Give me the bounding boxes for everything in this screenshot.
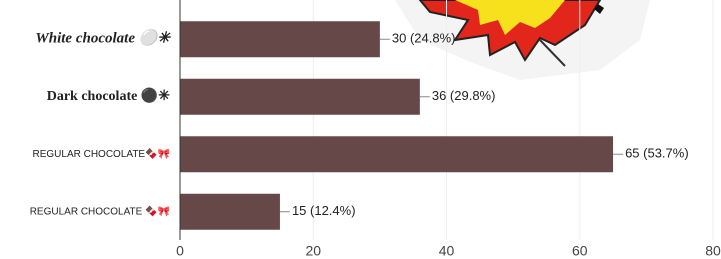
chart: 0 20 40 60 80 White chocolate ⚪✳ 30 (24.8%) Dar… — [0, 0, 721, 259]
value-label: 36 (29.8%) — [432, 88, 496, 103]
bar — [180, 21, 380, 57]
y-tick-label: REGULAR CHOCOLATE 🍫🎀 — [30, 204, 170, 217]
bar — [180, 79, 420, 115]
value-label: 65 (53.7%) — [625, 146, 689, 161]
y-tick-label: REGULAR CHOCOLATE🍫🎀 — [32, 147, 170, 160]
y-tick-label: Dark chocolate ⚫✳ — [47, 87, 171, 104]
bar — [180, 194, 280, 230]
x-tick-label: 60 — [572, 243, 588, 259]
value-label: 30 (24.8%) — [392, 31, 456, 46]
x-tick-label: 80 — [705, 243, 721, 259]
value-label: 15 (12.4%) — [292, 203, 356, 218]
y-tick-label: White chocolate ⚪✳ — [35, 29, 171, 47]
bar — [180, 136, 613, 172]
x-tick-label: 0 — [176, 243, 184, 259]
x-tick-label: 40 — [439, 243, 455, 259]
x-tick-label: 20 — [305, 243, 321, 259]
